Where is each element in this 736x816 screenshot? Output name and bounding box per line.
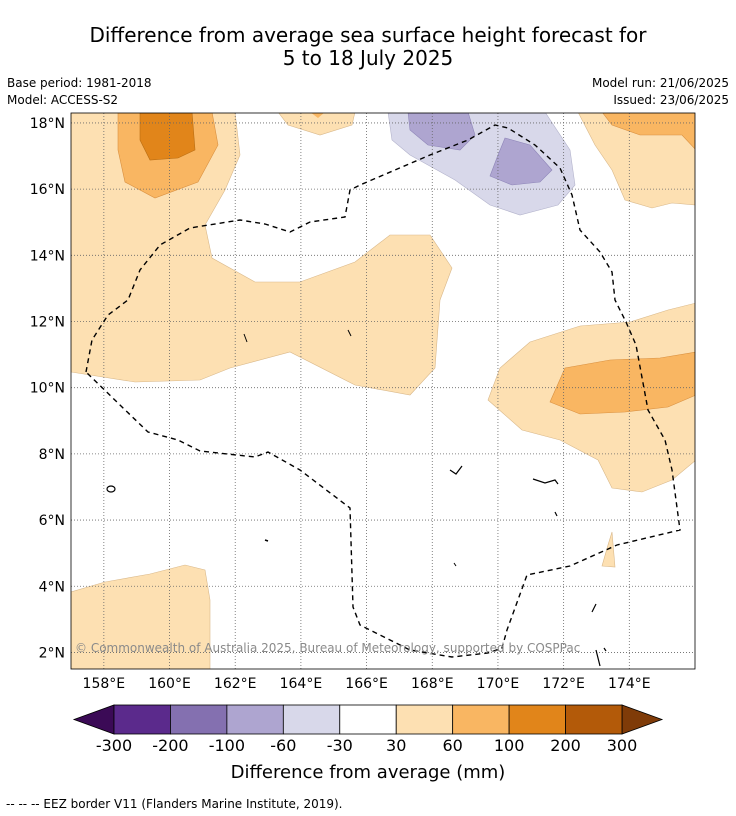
positive-anomaly-region — [139, 113, 196, 161]
colorbar: -300 -200 -100 -60 -30 30 60 100 200 300 — [72, 704, 664, 755]
colorbar-tick-label: 300 — [607, 736, 638, 755]
lat-tick-label: 8°N — [39, 447, 65, 463]
lon-tick-label: 168°E — [411, 676, 454, 692]
lat-tick-label: 16°N — [30, 182, 65, 198]
lon-tick-label: 166°E — [345, 676, 388, 692]
positive-anomaly-region — [602, 113, 695, 150]
colorbar-tick-label: -30 — [327, 736, 353, 755]
islands — [106, 329, 607, 667]
lon-tick-label: 162°E — [214, 676, 257, 692]
colorbar-swatch — [226, 704, 284, 735]
graticule — [71, 113, 695, 669]
colorbar-swatch — [113, 704, 171, 735]
colorbar-tick-label: 100 — [494, 736, 525, 755]
colorbar-extend-low — [72, 704, 115, 735]
issued-text: Issued: 23/06/2025 — [613, 93, 729, 107]
lon-tick-label: 158°E — [83, 676, 126, 692]
lon-tick-label: 174°E — [608, 676, 651, 692]
lon-tick-label: 170°E — [477, 676, 520, 692]
island — [453, 562, 457, 567]
colorbar-swatch — [565, 704, 623, 735]
colorbar-extend-high — [621, 704, 664, 735]
colorbar-swatch — [339, 704, 397, 735]
positive-anomaly-region — [549, 351, 695, 415]
lon-tick-label: 172°E — [542, 676, 585, 692]
colorbar-swatch — [508, 704, 566, 735]
positive-anomaly-region — [578, 113, 695, 209]
lat-tick-label: 2°N — [39, 645, 65, 661]
longitude-labels: 158°E 160°E 162°E 164°E 166°E 168°E 170°E 172°E… — [83, 676, 651, 692]
island — [603, 647, 607, 652]
colorbar-swatch — [282, 704, 341, 735]
colorbar-swatch — [452, 704, 510, 735]
colorbar-tick-label: -300 — [96, 736, 132, 755]
island — [591, 603, 597, 613]
island — [106, 485, 116, 493]
colorbar-tick-label: -100 — [209, 736, 245, 755]
base-period-text: Base period: 1981-2018 — [7, 76, 152, 90]
lat-tick-label: 6°N — [39, 513, 65, 529]
colorbar-tick-label: 200 — [550, 736, 581, 755]
title-line-2: 5 to 18 July 2025 — [282, 46, 454, 70]
positive-anomaly-region — [278, 113, 356, 136]
lat-tick-label: 12°N — [30, 315, 65, 331]
island — [347, 329, 352, 337]
eez-border — [85, 124, 681, 658]
colorbar-title: Difference from average (mm) — [231, 762, 506, 783]
lon-tick-label: 164°E — [280, 676, 323, 692]
island — [532, 478, 559, 485]
lon-tick-label: 160°E — [148, 676, 191, 692]
lat-tick-label: 4°N — [39, 579, 65, 595]
colorbar-tick-label: -60 — [270, 736, 296, 755]
model-text: Model: ACCESS-S2 — [7, 93, 119, 107]
positive-anomaly-region — [71, 564, 211, 669]
anomaly-contours — [71, 113, 695, 669]
lat-tick-label: 14°N — [30, 248, 65, 264]
colorbar-tick-label: 30 — [386, 736, 406, 755]
positive-anomaly-region — [311, 113, 324, 118]
island — [554, 511, 558, 517]
title-line-1: Difference from average sea surface heig… — [89, 23, 647, 47]
copyright-text: © Commonwealth of Australia 2025, Bureau… — [75, 641, 580, 655]
colorbar-swatch — [170, 704, 228, 735]
latitude-labels: 18°N 16°N 14°N 12°N 10°N 8°N 6°N 4°N 2°N — [30, 116, 65, 662]
model-run-text: Model run: 21/06/2025 — [591, 76, 729, 90]
island — [264, 539, 269, 542]
lat-tick-label: 10°N — [30, 381, 65, 397]
colorbar-tick-label: 60 — [442, 736, 462, 755]
colorbar-tick-label: -200 — [152, 736, 188, 755]
island — [595, 649, 601, 667]
negative-anomaly-region — [407, 113, 476, 151]
island — [243, 333, 248, 343]
eez-legend: -- -- -- EEZ border V11 (Flanders Marine… — [6, 797, 343, 811]
map-frame — [70, 112, 696, 670]
lat-tick-label: 18°N — [30, 116, 65, 132]
colorbar-swatch — [395, 704, 454, 735]
island — [449, 465, 463, 475]
negative-anomaly-region — [489, 137, 553, 186]
